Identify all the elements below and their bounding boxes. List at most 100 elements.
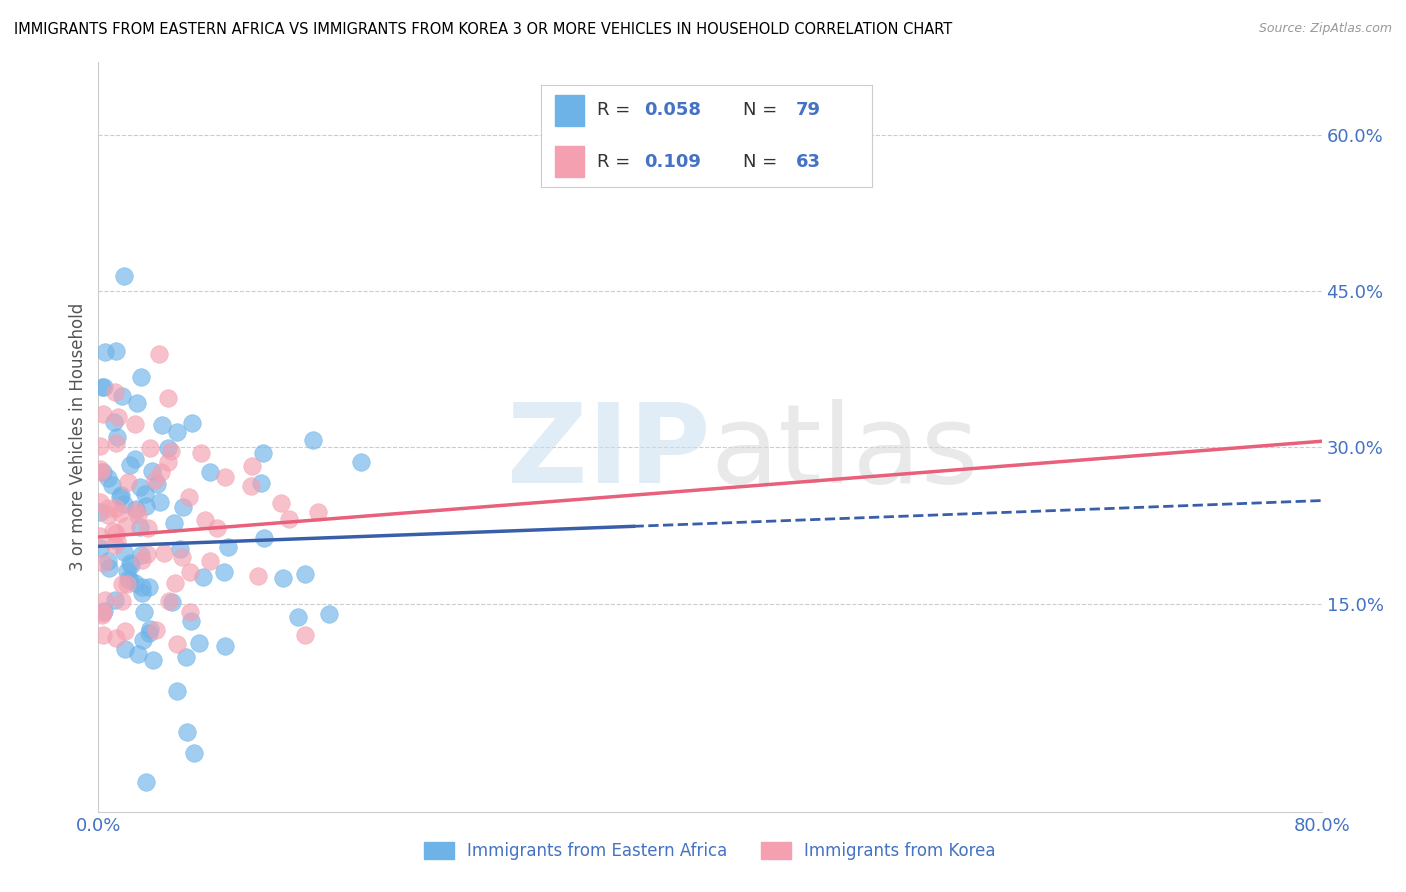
Point (89, 494, 111, 508)
Point (94, 593, 117, 607)
Point (145, 623, 167, 637)
Text: N =: N = (742, 153, 783, 170)
Point (90, 465, 112, 479)
Point (214, 639, 236, 653)
Point (91, 407, 114, 421)
Point (131, 585, 153, 599)
Point (128, 480, 150, 494)
Point (114, 518, 136, 533)
Point (163, 575, 186, 590)
Point (143, 473, 166, 487)
Point (135, 499, 157, 513)
Point (97, 554, 120, 568)
Point (277, 512, 299, 526)
Point (179, 605, 201, 619)
Point (110, 488, 132, 502)
Point (89, 439, 111, 453)
Point (104, 384, 127, 399)
Point (191, 569, 214, 583)
Point (112, 497, 135, 511)
Point (138, 580, 160, 594)
Point (127, 647, 149, 661)
Point (160, 595, 183, 609)
Point (132, 633, 155, 648)
Point (179, 565, 201, 579)
Point (152, 546, 174, 560)
Bar (554, 95, 585, 126)
Point (94, 344, 117, 359)
Text: ZIP: ZIP (506, 399, 710, 506)
Point (270, 496, 292, 510)
Point (112, 545, 135, 559)
Point (124, 417, 146, 431)
Point (129, 519, 152, 533)
Point (134, 605, 156, 619)
Point (294, 567, 316, 582)
Point (103, 524, 125, 538)
Point (246, 569, 269, 583)
Point (129, 370, 152, 384)
Point (112, 268, 135, 283)
Point (125, 504, 148, 518)
Point (105, 436, 128, 450)
Point (307, 505, 329, 519)
Point (252, 446, 274, 460)
Point (200, 465, 222, 479)
Point (105, 343, 128, 358)
Y-axis label: 3 or more Vehicles in Household: 3 or more Vehicles in Household (69, 303, 87, 571)
Point (240, 479, 263, 493)
Point (174, 650, 197, 665)
Text: 79: 79 (796, 102, 821, 120)
Point (117, 572, 139, 586)
Point (188, 636, 211, 650)
Point (157, 391, 180, 405)
Point (115, 576, 138, 591)
Point (91, 628, 114, 642)
Point (127, 508, 149, 523)
Bar (554, 146, 585, 177)
Point (108, 490, 131, 504)
Point (125, 502, 148, 516)
Point (294, 628, 316, 642)
Point (141, 464, 163, 478)
Point (101, 477, 124, 491)
Point (124, 452, 146, 467)
Point (111, 594, 134, 608)
Point (149, 494, 172, 508)
Point (96, 501, 118, 516)
Point (163, 516, 186, 531)
Point (104, 501, 127, 516)
Point (142, 653, 165, 667)
Point (166, 637, 188, 651)
Point (131, 552, 153, 566)
Point (190, 446, 212, 460)
Point (103, 415, 125, 429)
Text: 0.109: 0.109 (644, 153, 700, 170)
Point (117, 475, 139, 490)
Point (157, 594, 180, 608)
Text: atlas: atlas (710, 399, 979, 506)
Point (93, 380, 115, 394)
Point (176, 725, 198, 739)
Point (177, 490, 200, 504)
Point (138, 626, 160, 640)
Point (350, 455, 373, 469)
Point (136, 547, 159, 561)
Point (180, 416, 202, 430)
Point (124, 576, 146, 591)
Point (146, 477, 169, 491)
Point (89, 541, 111, 555)
Point (301, 433, 323, 447)
Point (172, 549, 194, 564)
Point (166, 684, 188, 698)
Point (240, 459, 263, 474)
Point (136, 521, 159, 535)
Legend: Immigrants from Eastern Africa, Immigrants from Korea: Immigrants from Eastern Africa, Immigran… (418, 836, 1002, 867)
Point (91, 380, 114, 394)
Point (318, 607, 340, 621)
Point (250, 475, 273, 490)
Point (214, 469, 236, 483)
Point (166, 425, 188, 439)
Point (104, 538, 127, 552)
Point (200, 554, 222, 568)
